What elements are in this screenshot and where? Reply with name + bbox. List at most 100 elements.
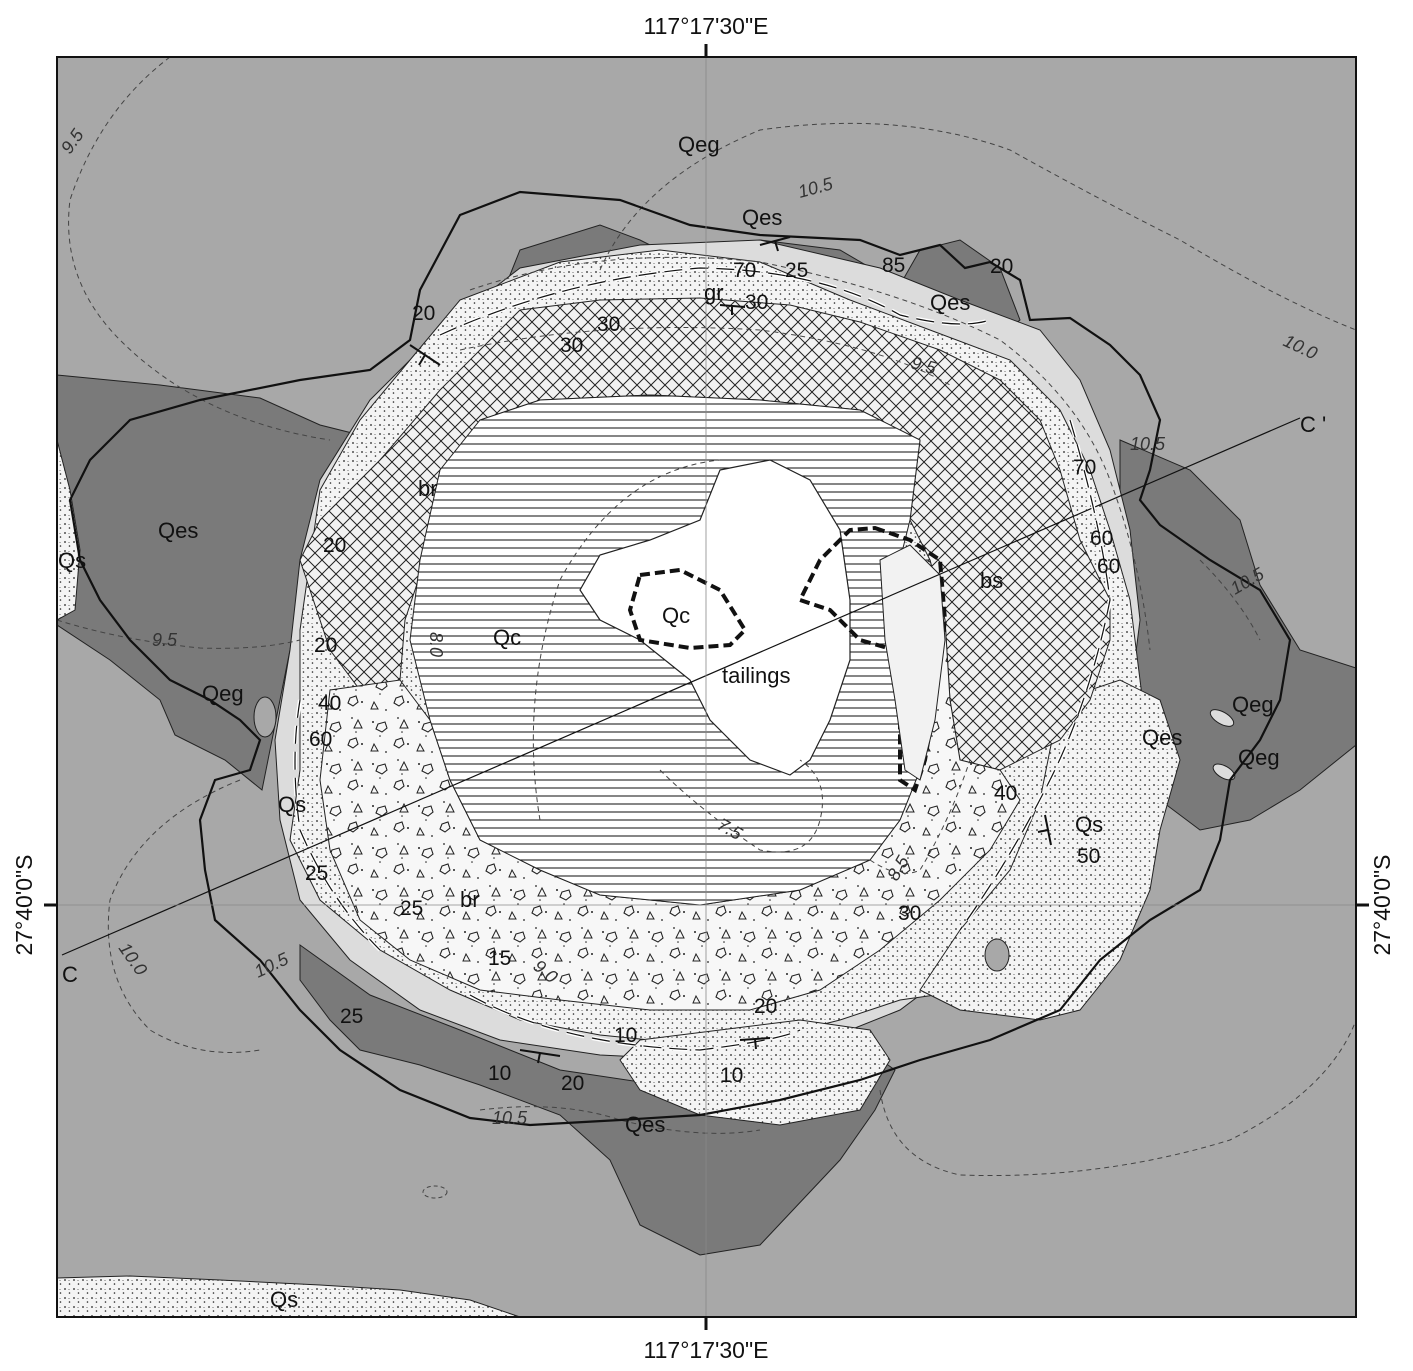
unit-label-qc-inner: Qc [662, 603, 690, 628]
contour-line-nw [68, 57, 331, 441]
dip-label-40-right: 40 [994, 782, 1017, 805]
unit-label-qs-left: Qs [58, 548, 86, 573]
fault-outline-south [469, 994, 801, 1051]
dip-label-10-a: 10 [614, 1024, 637, 1047]
dip-label-60-right-a: 60 [1090, 527, 1113, 550]
unit-label-tailings: tailings [722, 663, 790, 688]
unit-qes-south [299, 944, 896, 1256]
section-label-start: C [62, 962, 78, 987]
dip-label-10-c: 10 [720, 1064, 743, 1087]
unit-qs-bottom [57, 1275, 521, 1317]
dip-label-60-left: 60 [309, 728, 332, 751]
dip-label-25-left: 25 [305, 862, 328, 885]
dip-label-20-upper-left: 20 [412, 302, 435, 325]
dip-label-20-bottom-b: 20 [561, 1072, 584, 1095]
dip-label-60-right-b: 60 [1097, 555, 1120, 578]
fault-outline-north [439, 267, 991, 336]
section-label-end: C ' [1300, 412, 1326, 437]
dip-symbol-3 [719, 304, 746, 315]
dip-symbol-1 [409, 344, 441, 366]
dip-label-30-lower-right: 30 [898, 902, 921, 925]
qeg-pod-2 [1212, 763, 1236, 781]
contour-label-105-right: 10.5 [1130, 434, 1166, 454]
dip-label-25-top: 25 [785, 259, 808, 282]
unit-qs-west [57, 439, 81, 621]
dip-label-20-left-b: 20 [314, 634, 337, 657]
unit-label-qes-top: Qes [742, 205, 782, 230]
unit-label-bs: bs [980, 568, 1003, 593]
unit-label-qs-right: Qs [1075, 812, 1103, 837]
dip-label-20-bottom: 20 [754, 995, 777, 1018]
fault-traces-outline [294, 267, 1111, 1051]
contour-line-sw [107, 779, 261, 1053]
unit-bs-light [879, 544, 946, 781]
dip-label-20-top-right: 20 [990, 255, 1013, 278]
unit-label-qs-bottom: Qs [270, 1287, 298, 1312]
qeg-pod-1 [1209, 709, 1235, 727]
dip-label-30-b: 30 [560, 334, 583, 357]
unit-label-qs-lower-left: Qs [278, 792, 306, 817]
dip-label-15: 15 [488, 947, 511, 970]
unit-label-qeg-right-2: Qeg [1238, 745, 1280, 770]
contour-line-top [599, 122, 1356, 331]
unit-label-br-lower: br [460, 887, 480, 912]
dip-label-25-br: 25 [400, 897, 423, 920]
dip-label-20-left: 20 [323, 534, 346, 557]
dip-label-30-a: 30 [597, 313, 620, 336]
dip-label-85: 85 [882, 254, 905, 277]
contour-label-80: 8.0 [426, 632, 446, 657]
contour-line-inner [459, 327, 951, 386]
unit-qes-west [57, 374, 361, 791]
contour-line-75 [659, 759, 823, 853]
unit-label-qes-top-right: Qes [930, 290, 970, 315]
unit-tailings [579, 459, 851, 776]
unit-label-qc-center: Qc [493, 625, 521, 650]
dip-label-70-top: 70 [733, 259, 756, 282]
coord-right-label: 27°40'0"S [1369, 854, 1395, 955]
dip-label-10-b: 10 [488, 1062, 511, 1085]
coord-left-label: 27°40'0"S [11, 854, 37, 955]
unit-label-qes-bottom: Qes [625, 1112, 665, 1137]
contour-ellipse-small [422, 1185, 448, 1199]
unit-label-qes-right: Qes [1142, 725, 1182, 750]
dip-symbols [409, 236, 1052, 1064]
unit-label-gr: gr [704, 280, 724, 305]
fault-outline-west [294, 699, 381, 951]
pod-west [253, 696, 277, 738]
dip-label-30-top: 30 [745, 291, 768, 314]
topographic-contours [57, 57, 1356, 1177]
dip-symbol-5 [739, 1037, 771, 1050]
contour-line-ring [469, 256, 1151, 651]
unit-label-qes-left: Qes [158, 518, 198, 543]
contour-label-105-bottom: 10.5 [492, 1108, 528, 1128]
unit-qc-inner-boundary [627, 567, 748, 651]
dip-symbol-2 [759, 236, 791, 252]
unit-qs-south [619, 1019, 891, 1126]
coord-top-label: 117°17'30"E [644, 13, 769, 39]
contour-label-95-left: 9.5 [152, 630, 178, 650]
dip-label-40-left: 40 [318, 692, 341, 715]
unit-label-qeg-top: Qeg [678, 132, 720, 157]
dip-symbol-6 [1037, 814, 1052, 846]
dip-symbol-4 [519, 1049, 561, 1064]
unit-label-br-upper: br [418, 476, 438, 501]
unit-qs-east [919, 679, 1181, 1021]
unit-bs-dashed-boundary [797, 525, 948, 794]
outer-boundary-line [68, 190, 1292, 1127]
dip-label-70-right: 70 [1073, 456, 1096, 479]
unit-label-qeg-right-1: Qeg [1232, 692, 1274, 717]
contour-line-west [57, 619, 301, 649]
contour-line-se [879, 1019, 1356, 1177]
contour-line-85 [869, 759, 971, 874]
dip-label-25-bottom-left: 25 [340, 1005, 363, 1028]
contour-line-bottom [479, 1106, 761, 1134]
contour-line-80 [532, 459, 721, 821]
contour-line-east [1199, 559, 1261, 641]
unit-label-qeg-left: Qeg [202, 681, 244, 706]
coord-bottom-label: 117°17'30"E [644, 1337, 769, 1363]
dip-label-50-right: 50 [1077, 845, 1100, 868]
unit-bs-crosshatch [299, 297, 1111, 771]
pod-east [984, 938, 1010, 972]
